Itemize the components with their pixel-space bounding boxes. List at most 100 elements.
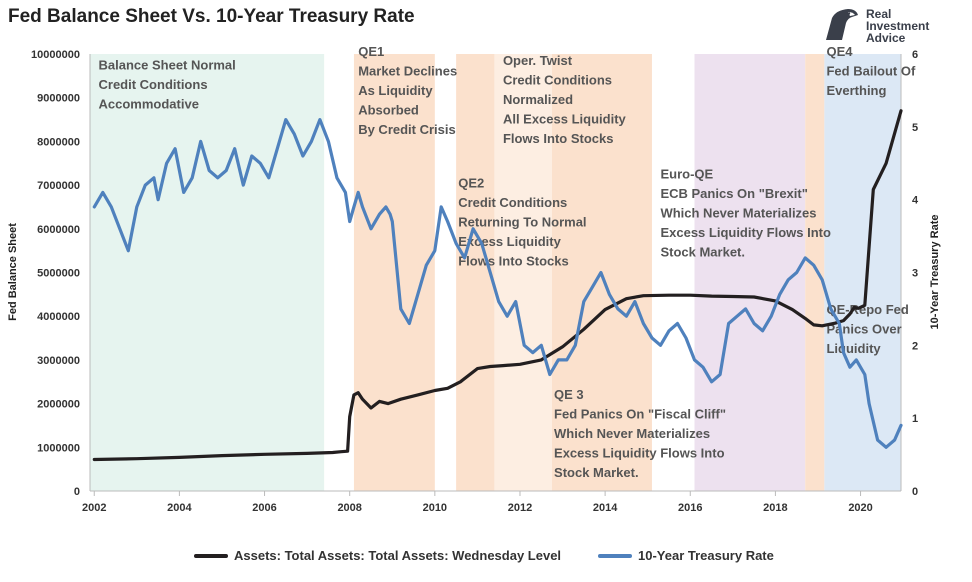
left-tick-label-5: 5000000 [37, 268, 80, 280]
series-line-treasury-rate [92, 117, 903, 449]
left-tick-label-4: 4000000 [37, 311, 80, 323]
shaded-period-5 [694, 54, 806, 491]
logo-text: Real Investment Advice [866, 8, 929, 44]
annotation-euro-qe-line-1: ECB Panics On "Brexit" [660, 186, 807, 201]
annotation-qe2-line-2: Returning To Normal [458, 214, 586, 229]
x-tick-label-8: 2018 [763, 502, 787, 514]
x-tick-label-4: 2010 [423, 502, 447, 514]
annotation-operation-twist-line-2: Normalized [503, 92, 573, 107]
right-tick-label-4: 4 [912, 195, 919, 207]
chart-title: Fed Balance Sheet Vs. 10-Year Treasury R… [8, 6, 415, 27]
series-line-total-assets [92, 109, 903, 462]
left-tick-label-0: 0 [74, 486, 80, 498]
x-tick-label-7: 2016 [678, 502, 702, 514]
annotation-balance-normal-line-2: Accommodative [99, 96, 199, 111]
annotation-operation-twist-line-0: Oper. Twist [503, 53, 573, 68]
annotation-qe2-line-0: QE2 [458, 175, 484, 190]
annotation-qe3-line-0: QE 3 [554, 387, 584, 402]
logo-line-2: Investment [866, 19, 930, 33]
x-tick-label-1: 2004 [167, 502, 192, 514]
legend-item-treasury: 10-Year Treasury Rate [598, 548, 774, 563]
left-tick-label-1: 1000000 [37, 442, 80, 454]
logo: Real Investment Advice [822, 6, 962, 46]
left-ticks: 0 1000000 2000000 3000000 4000000 5000000 6000… [31, 49, 80, 498]
annotation-qe-repo-line-2: Liquidity [826, 341, 881, 356]
annotation-operation-twist-line-3: All Excess Liquidity [503, 111, 627, 126]
legend-swatch-assets [194, 553, 228, 558]
x-tick-label-5: 2012 [508, 502, 532, 514]
shaded-period-1 [353, 54, 435, 491]
left-tick-label-9: 9000000 [37, 93, 80, 105]
annotation-qe4-line-2: Everthing [826, 83, 886, 98]
left-axis-label: Fed Balance Sheet [7, 223, 19, 321]
x-tick-label-0: 2002 [82, 502, 106, 514]
annotation-qe3-line-3: Excess Liquidity Flows Into [554, 446, 725, 461]
annotation-euro-qe-line-4: Stock Market. [660, 245, 745, 260]
annotation-qe1-line-2: As Liquidity [358, 83, 433, 98]
legend-label-treasury: 10-Year Treasury Rate [638, 548, 774, 563]
x-tick-label-6: 2014 [593, 502, 618, 514]
annotation-qe3-line-4: Stock Market. [554, 465, 639, 480]
annotation-qe1-line-4: By Credit Crisis [358, 122, 456, 137]
annotation-euro-qe-line-3: Excess Liquidity Flows Into [660, 225, 831, 240]
annotation-qe2-line-4: Flows Into Stocks [458, 253, 569, 268]
annotation-euro-qe-line-2: Which Never Materializes [660, 206, 816, 221]
right-tick-label-1: 1 [912, 413, 918, 425]
right-tick-label-0: 0 [912, 486, 918, 498]
x-tick-label-9: 2020 [848, 502, 872, 514]
annotation-qe2-line-1: Credit Conditions [458, 195, 567, 210]
left-tick-label-6: 6000000 [37, 224, 80, 236]
shaded-period-3 [494, 54, 552, 491]
shaded-periods [90, 54, 901, 491]
annotation-qe2-line-3: Excess Liquidity [458, 234, 561, 249]
annotation-euro-qe-line-0: Euro-QE [660, 167, 713, 182]
annotation-qe3: QE 3 Fed Panics On "Fiscal Cliff" Which Ne… [554, 387, 726, 480]
right-tick-label-2: 2 [912, 340, 918, 352]
legend-swatch-treasury [598, 553, 632, 558]
shaded-period-0 [90, 54, 325, 491]
left-tick-label-3: 3000000 [37, 355, 80, 367]
annotation-qe3-line-1: Fed Panics On "Fiscal Cliff" [554, 407, 726, 422]
annotation-balance-normal: Balance Sheet Normal Credit Conditions Acc… [99, 57, 236, 111]
legend-label-assets: Assets: Total Assets: Total Assets: Wedn… [234, 548, 562, 563]
annotation-qe1: QE1 Market Declines As Liquidity Absorbed By… [358, 44, 457, 137]
left-tick-label-8: 8000000 [37, 136, 80, 148]
annotation-qe-repo-line-1: Panics Over [826, 322, 901, 337]
left-tick-label-2: 2000000 [37, 399, 80, 411]
annotation-qe1-line-3: Absorbed [358, 103, 419, 118]
annotation-qe4-line-0: QE4 [826, 44, 853, 59]
annotation-qe1-line-1: Market Declines [358, 64, 457, 79]
shaded-period-7 [824, 54, 901, 491]
annotation-qe-repo-line-0: QE-Repo Fed [826, 302, 908, 317]
annotations: Balance Sheet Normal Credit Conditions Acc… [99, 44, 916, 480]
shaded-period-2 [456, 54, 495, 491]
annotation-qe4: QE4 Fed Bailout Of Everthing [826, 44, 916, 98]
legend-item-assets: Assets: Total Assets: Total Assets: Wedn… [194, 548, 561, 563]
logo-line-3: Advice [866, 31, 906, 45]
x-ticks: 2002 2004 2006 2008 2010 2012 2014 2016 2018 2020 [82, 491, 873, 514]
annotation-euro-qe: Euro-QE ECB Panics On "Brexit" Which Never… [660, 167, 831, 260]
x-tick-label-3: 2008 [337, 502, 361, 514]
annotation-qe-repo: QE-Repo Fed Panics Over Liquidity [826, 302, 908, 356]
shaded-period-6 [805, 54, 825, 491]
logo-line-1: Real [866, 7, 892, 21]
annotation-balance-normal-line-0: Balance Sheet Normal [99, 57, 236, 72]
series-layer [92, 109, 903, 462]
annotation-operation-twist: Oper. Twist Credit Conditions Normalized Al… [503, 53, 627, 146]
eagle-head-icon [826, 9, 858, 40]
right-axis-label: 10-Year Treasury Rate [929, 215, 941, 330]
annotation-operation-twist-line-4: Flows Into Stocks [503, 131, 614, 146]
annotation-operation-twist-line-1: Credit Conditions [503, 72, 612, 87]
x-tick-label-2: 2006 [252, 502, 276, 514]
right-tick-label-6: 6 [912, 49, 918, 61]
right-tick-label-5: 5 [912, 122, 918, 134]
legend: Assets: Total Assets: Total Assets: Wedn… [0, 548, 972, 568]
right-ticks: 0 1 2 3 4 5 6 [912, 49, 919, 498]
annotation-balance-normal-line-1: Credit Conditions [99, 77, 208, 92]
right-tick-label-3: 3 [912, 268, 918, 280]
annotation-qe3-line-2: Which Never Materializes [554, 426, 710, 441]
left-tick-label-7: 7000000 [37, 180, 80, 192]
annotation-qe4-line-1: Fed Bailout Of [826, 64, 916, 79]
annotation-qe1-line-0: QE1 [358, 44, 384, 59]
